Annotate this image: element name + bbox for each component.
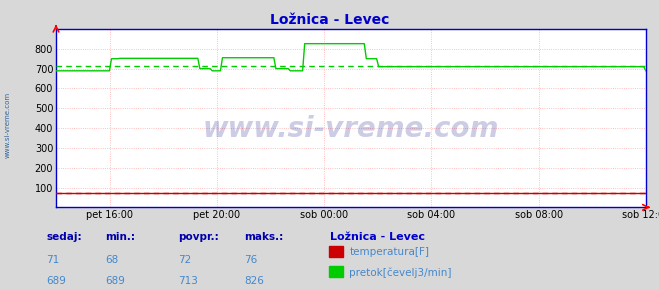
- Text: 713: 713: [178, 276, 198, 285]
- Text: 71: 71: [46, 255, 59, 265]
- Text: min.:: min.:: [105, 232, 136, 242]
- Text: povpr.:: povpr.:: [178, 232, 219, 242]
- Text: 689: 689: [105, 276, 125, 285]
- Text: pretok[čevelj3/min]: pretok[čevelj3/min]: [349, 267, 452, 278]
- Text: 68: 68: [105, 255, 119, 265]
- Text: 72: 72: [178, 255, 191, 265]
- Text: maks.:: maks.:: [244, 232, 283, 242]
- Text: Ložnica - Levec: Ložnica - Levec: [330, 232, 424, 242]
- Text: www.si-vreme.com: www.si-vreme.com: [5, 92, 11, 158]
- Text: 826: 826: [244, 276, 264, 285]
- Text: 689: 689: [46, 276, 66, 285]
- Text: www.si-vreme.com: www.si-vreme.com: [203, 115, 499, 143]
- Text: temperatura[F]: temperatura[F]: [349, 247, 429, 257]
- Text: sedaj:: sedaj:: [46, 232, 82, 242]
- Text: Ložnica - Levec: Ložnica - Levec: [270, 13, 389, 27]
- Text: 76: 76: [244, 255, 257, 265]
